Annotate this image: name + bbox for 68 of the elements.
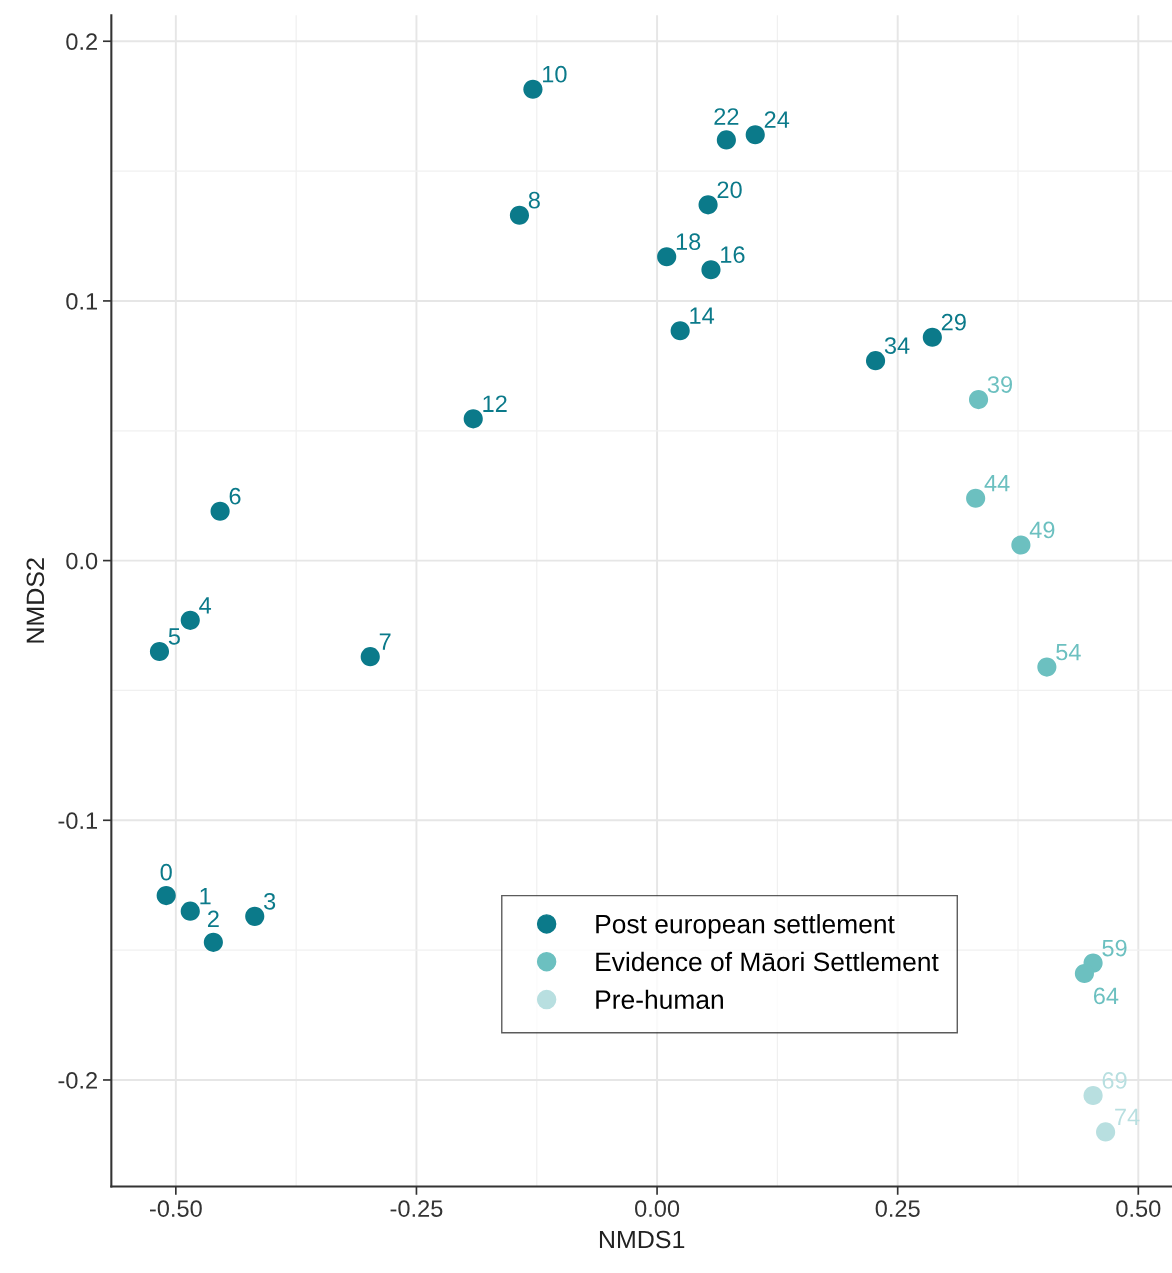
point (203, 932, 223, 952)
annotation: 69 (1102, 1072, 1127, 1089)
point (716, 130, 736, 150)
x-tick-label: -0.50 (149, 1200, 202, 1217)
legend-label: Evidence of Māori Settlement (596, 951, 939, 972)
annotation: 24 (764, 111, 790, 128)
y-tick-label: 0.1 (66, 292, 97, 310)
annotation: 10 (543, 65, 567, 83)
annotation: 18 (676, 233, 701, 251)
annotation: 20 (717, 181, 742, 199)
point (922, 327, 942, 347)
annotation: 44 (984, 475, 1010, 492)
point (245, 906, 265, 926)
point (1083, 1085, 1103, 1106)
annotation: 3 (263, 892, 276, 910)
annotation: 14 (690, 307, 715, 324)
point (1074, 963, 1094, 984)
point (670, 321, 690, 341)
annotation: 4 (199, 597, 212, 614)
annotation: 1 (200, 887, 211, 905)
x-tick-label: -0.25 (390, 1200, 443, 1217)
point (210, 501, 230, 521)
point (1037, 657, 1057, 677)
point (745, 125, 765, 145)
x-tick-label: 0.50 (1116, 1200, 1161, 1217)
annotation: 49 (1029, 521, 1055, 539)
annotation: 12 (483, 395, 507, 412)
annotation: 5 (168, 628, 180, 645)
x-tick-label: 0.00 (635, 1200, 680, 1217)
point (523, 79, 543, 99)
annotation: 59 (1102, 939, 1127, 957)
point (463, 409, 483, 429)
annotation: 64 (1093, 987, 1119, 1005)
legend-label: Pre-human (596, 989, 723, 1010)
point (1011, 535, 1031, 555)
point (966, 488, 986, 508)
point (701, 260, 721, 280)
point (360, 647, 380, 667)
y-tick-label: -0.1 (58, 812, 97, 830)
point (156, 886, 176, 906)
annotation: 6 (229, 487, 241, 505)
annotation: 8 (528, 191, 540, 209)
annotation: 2 (207, 910, 219, 928)
point (149, 641, 170, 662)
point (698, 195, 718, 215)
y-tick-label: 0.2 (66, 33, 97, 51)
annotation: 34 (884, 337, 910, 354)
point (509, 205, 530, 225)
legend-label: Post european settlement (596, 914, 895, 939)
point (1096, 1122, 1116, 1142)
annotation: 39 (987, 376, 1013, 393)
y-tick-label: 0.0 (66, 552, 98, 570)
annotation: 0 (160, 863, 172, 881)
point (180, 610, 200, 630)
point (968, 390, 989, 410)
x-axis-title: NMDS1 (599, 1230, 685, 1249)
point (657, 247, 677, 267)
annotation: 54 (1056, 643, 1081, 661)
annotation: 74 (1115, 1108, 1140, 1125)
annotation: 22 (714, 108, 739, 125)
annotation: 7 (379, 633, 391, 650)
x-tick-label: 0.25 (875, 1200, 920, 1217)
annotation: 16 (721, 246, 745, 264)
point (180, 901, 200, 921)
y-tick-label: -0.2 (58, 1072, 97, 1089)
y-axis-title: NMDS2 (26, 558, 45, 643)
point (865, 351, 886, 371)
annotation: 29 (941, 313, 966, 331)
